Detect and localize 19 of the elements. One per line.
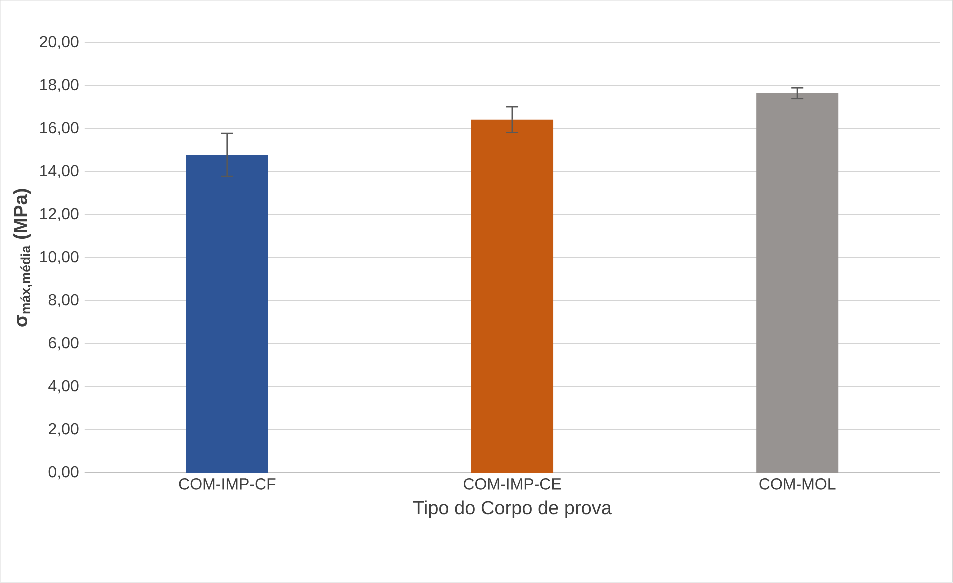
x-tick-label: COM-IMP-CE: [464, 478, 562, 490]
y-tick-label: 12,00: [40, 208, 79, 222]
y-tick-label: 18,00: [40, 79, 79, 93]
y-tick-label: 6,00: [49, 337, 79, 351]
y-tick-label: 16,00: [40, 122, 79, 136]
y-tick-label: 8,00: [48, 294, 79, 308]
bar: [186, 155, 268, 474]
y-tick-label: 14,00: [40, 165, 79, 179]
y-tick-label: 0,00: [48, 466, 79, 480]
x-tick-label: COM-IMP-CF: [179, 478, 276, 490]
y-tick-label: 10,00: [40, 251, 79, 265]
y-tick-label: 2,00: [49, 423, 79, 437]
y-tick-label: 20,00: [40, 36, 79, 50]
x-axis-title: Tipo do Corpo de prova: [413, 500, 612, 518]
bar: [756, 93, 839, 474]
x-tick-label: COM-MOL: [760, 478, 836, 490]
y-axis-title: σ$_{máx,média}$ (MPa): [14, 189, 32, 327]
bar: [472, 120, 554, 474]
y-tick-label: 4,00: [48, 380, 79, 394]
